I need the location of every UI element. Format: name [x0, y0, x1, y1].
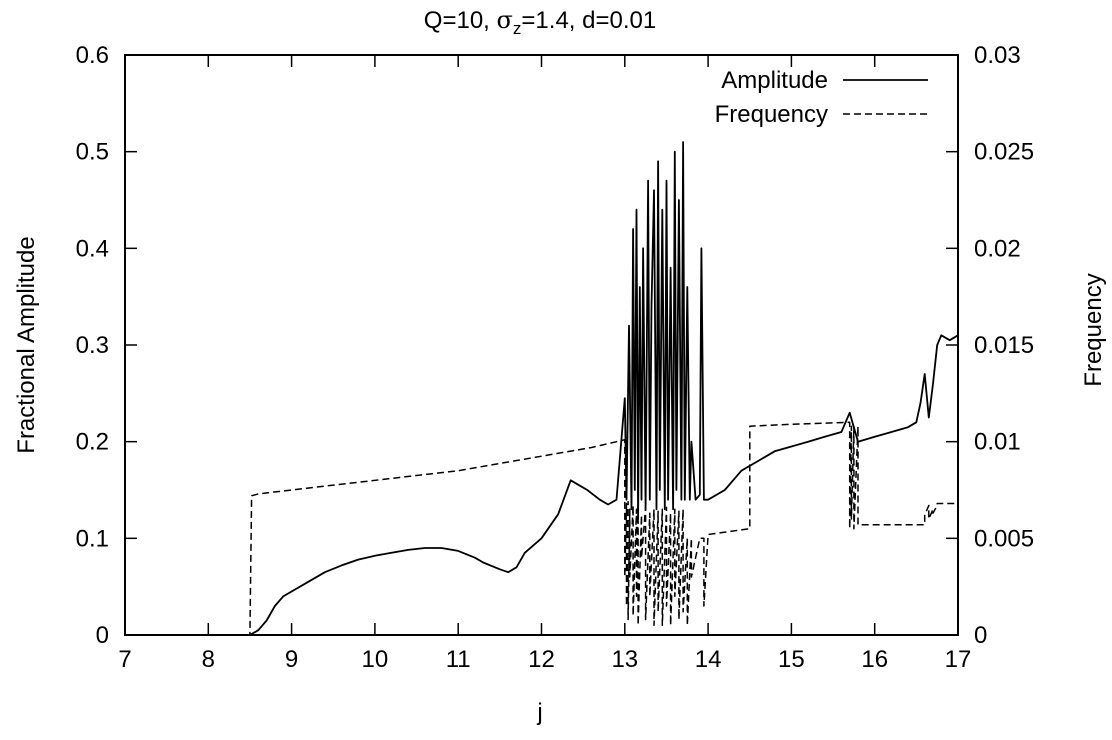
y-axis-label: Fractional Amplitude [13, 236, 40, 453]
y2-axis-label: Frequency [1080, 273, 1107, 386]
y-tick-label: 0.4 [76, 235, 109, 262]
x-tick-label: 10 [362, 646, 389, 673]
chart-title: Q=10, σz=1.4, d=0.01 [424, 6, 656, 38]
legend-label-frequency: Frequency [715, 101, 828, 128]
x-tick-label: 11 [446, 646, 471, 673]
y2-tick-label: 0.01 [974, 429, 1021, 456]
x-tick-label: 14 [695, 646, 722, 673]
y-tick-label: 0 [96, 622, 109, 649]
plot-frame [124, 54, 959, 636]
x-tick-label: 13 [611, 646, 638, 673]
x-tick-label: 9 [285, 646, 298, 673]
y-axis-ticks: 0 0.1 0.2 0.3 0.4 0.5 0.6 [76, 42, 137, 649]
y-tick-label: 0.5 [76, 139, 109, 166]
y-tick-label: 0.1 [76, 525, 109, 552]
x-tick-label: 7 [118, 646, 131, 673]
x-tick-label: 8 [202, 646, 215, 673]
y2-tick-label: 0.015 [974, 332, 1034, 359]
x-tick-label: 15 [778, 646, 805, 673]
series-line-amplitude [125, 141, 959, 636]
y2-tick-label: 0.02 [974, 235, 1021, 262]
chart-title-suffix: =1.4, d=0.01 [521, 7, 656, 34]
y2-tick-label: 0.03 [974, 42, 1021, 69]
chart-title-sigma-sub: z [513, 19, 522, 38]
y-tick-label: 0.6 [76, 42, 109, 69]
legend-label-amplitude: Amplitude [721, 67, 828, 94]
chart-title-prefix: Q=10, [424, 7, 497, 34]
chart-title-sigma: σ [497, 6, 513, 34]
y2-tick-label: 0.025 [974, 139, 1034, 166]
x-axis-label: j [536, 699, 542, 726]
legend: Amplitude Frequency [715, 67, 928, 128]
y-tick-label: 0.3 [76, 332, 109, 359]
series-line-frequency [125, 421, 958, 636]
x-tick-label: 16 [861, 646, 888, 673]
x-axis-ticks: 7 8 9 10 11 12 13 14 15 16 17 [118, 55, 971, 673]
y2-axis-ticks: 0 0.005 0.01 0.015 0.02 0.025 0.03 [946, 42, 1034, 649]
x-tick-label: 12 [528, 646, 555, 673]
x-tick-label: 17 [945, 646, 972, 673]
y-tick-label: 0.2 [76, 429, 109, 456]
y2-tick-label: 0.005 [974, 525, 1034, 552]
series-layer [125, 141, 959, 636]
y2-tick-label: 0 [974, 622, 987, 649]
